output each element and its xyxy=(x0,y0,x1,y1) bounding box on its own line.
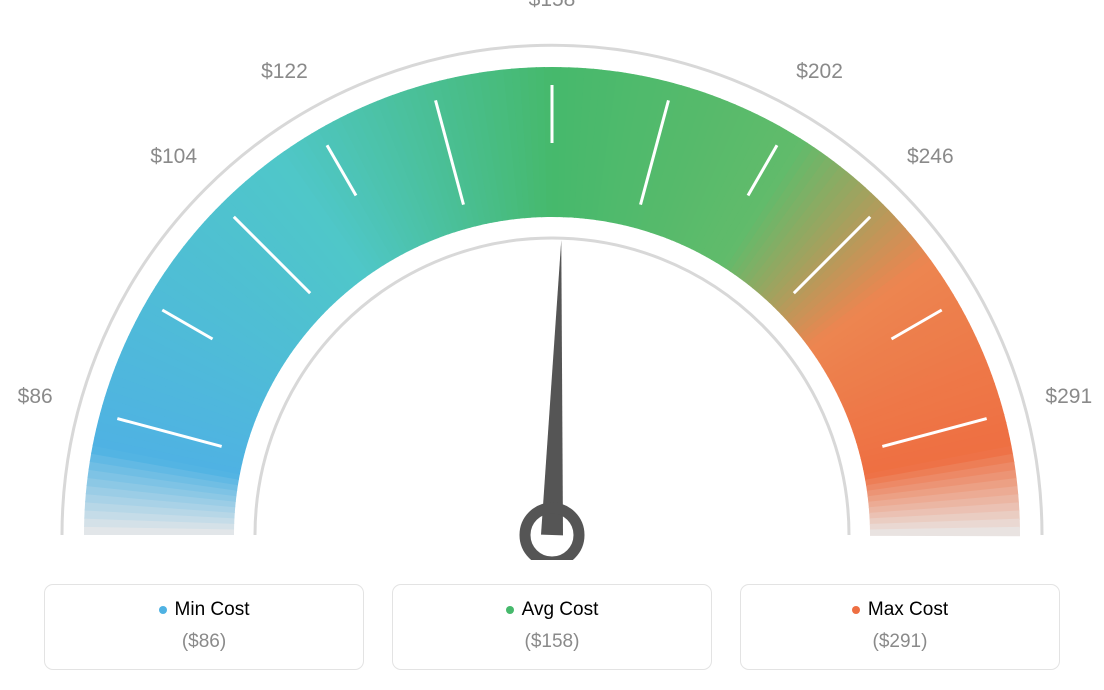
legend-card-max: Max Cost ($291) xyxy=(740,584,1060,670)
legend-value-min: ($86) xyxy=(45,631,363,653)
gauge-tick-label: $202 xyxy=(796,60,843,84)
gauge-tick-label: $246 xyxy=(907,145,954,169)
legend-card-min: Min Cost ($86) xyxy=(44,584,364,670)
legend-value-max: ($291) xyxy=(741,631,1059,653)
dot-icon xyxy=(852,606,860,614)
legend-label: Min Cost xyxy=(175,599,250,621)
dot-icon xyxy=(506,606,514,614)
gauge-tick-label: $158 xyxy=(529,0,576,12)
gauge-tick-label: $122 xyxy=(261,60,308,84)
legend-label: Max Cost xyxy=(868,599,948,621)
gauge-chart: $86 $104 $122 $158 $202 $246 $291 xyxy=(0,0,1104,560)
legend-value-avg: ($158) xyxy=(393,631,711,653)
legend-title-avg: Avg Cost xyxy=(506,599,599,621)
dot-icon xyxy=(159,606,167,614)
legend-title-min: Min Cost xyxy=(159,599,250,621)
legend-row: Min Cost ($86) Avg Cost ($158) Max Cost … xyxy=(0,584,1104,670)
legend-title-max: Max Cost xyxy=(852,599,948,621)
gauge-tick-label: $86 xyxy=(18,385,53,409)
legend-label: Avg Cost xyxy=(522,599,599,621)
gauge-svg xyxy=(0,0,1104,560)
gauge-tick-label: $291 xyxy=(1045,385,1092,409)
legend-card-avg: Avg Cost ($158) xyxy=(392,584,712,670)
gauge-tick-label: $104 xyxy=(150,145,197,169)
